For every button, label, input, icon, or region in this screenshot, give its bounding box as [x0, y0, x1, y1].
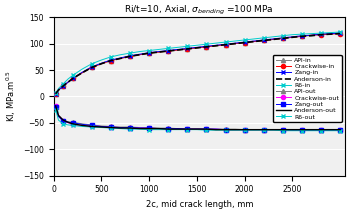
Legend: API-in, Crackwise-in, Zang-in, Anderson-in, R6-in, API-out, Crackwise-out, Zang-: API-in, Crackwise-in, Zang-in, Anderson-… — [273, 55, 342, 122]
Title: Ri/t=10, Axial, $\sigma_{bending}$ =100 MPa: Ri/t=10, Axial, $\sigma_{bending}$ =100 … — [125, 4, 274, 17]
Y-axis label: KI, MPa.m$^{0.5}$: KI, MPa.m$^{0.5}$ — [4, 71, 17, 122]
X-axis label: 2c, mid crack length, mm: 2c, mid crack length, mm — [146, 200, 253, 209]
